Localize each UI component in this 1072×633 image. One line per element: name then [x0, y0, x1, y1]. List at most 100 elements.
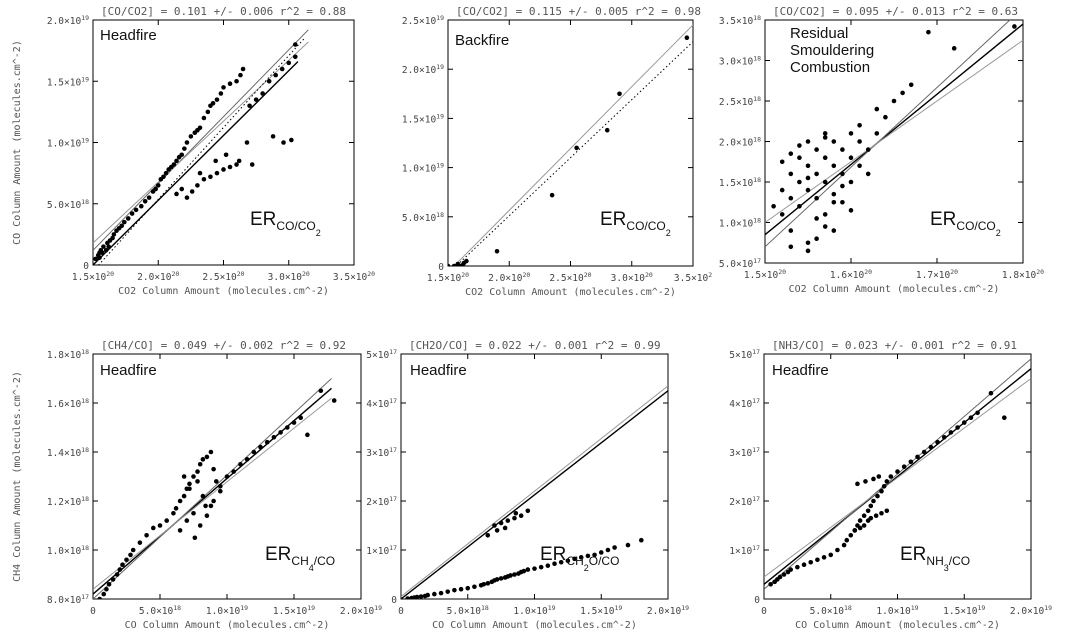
data-point [617, 91, 622, 97]
data-point [797, 143, 802, 148]
data-point [448, 263, 451, 266]
fit-line [93, 29, 309, 251]
data-point [418, 594, 424, 599]
data-point [900, 90, 905, 96]
x-tick-label: 1.5×1019 [273, 604, 315, 617]
fit-line [453, 24, 693, 266]
data-point [828, 552, 834, 558]
data-point [213, 479, 219, 484]
data-point [883, 114, 888, 120]
y-tick-label: 5.0×1018 [47, 198, 89, 211]
x-axis-label: CO Column Amount (molecules.cm^-2) [795, 620, 1000, 631]
data-point [151, 525, 156, 531]
data-point [251, 449, 257, 455]
data-point [289, 137, 294, 143]
data-point [218, 488, 223, 494]
data-point [187, 486, 192, 492]
data-point [797, 155, 802, 160]
y-tick-label: 2.5×1018 [719, 95, 761, 108]
plot-data-area [93, 378, 337, 599]
panel-headfire-co-co2: [CO/CO2] = 0.101 +/- 0.006 r^2 = 0.88 1.5… [12, 5, 375, 297]
data-point [988, 390, 994, 396]
data-point [111, 232, 117, 237]
data-point [271, 435, 277, 440]
data-point [873, 513, 879, 518]
x-tick-label: 5.0×1018 [810, 604, 852, 617]
data-point [214, 97, 220, 102]
data-point [578, 555, 584, 560]
panel-headfire-nh3-co: [NH3/CO] = 0.023 +/- 0.001 r^2 = 0.91 0 5.… [729, 339, 1052, 631]
data-point [214, 170, 220, 176]
data-point [117, 567, 123, 572]
data-point [278, 430, 283, 435]
data-point [545, 563, 551, 568]
data-point [505, 518, 511, 523]
data-point [831, 199, 837, 205]
data-point [191, 510, 196, 516]
data-point [205, 109, 211, 115]
data-point [130, 547, 136, 553]
data-point [797, 179, 802, 185]
data-point [331, 398, 337, 403]
y-tick-label: 5.0×1018 [402, 211, 444, 224]
data-point [195, 183, 200, 188]
y-tick-label: 0 [83, 261, 89, 272]
x-tick-label: 0 [761, 606, 767, 617]
emission-ratio-label: ERCO/CO2 [600, 209, 671, 238]
data-point [814, 236, 819, 241]
data-point [208, 449, 214, 455]
data-point [814, 216, 819, 221]
plot-data-area [448, 24, 693, 266]
data-point [814, 171, 819, 177]
y-tick-label: 5×1017 [366, 348, 397, 361]
data-point [210, 101, 216, 106]
data-point [908, 459, 914, 465]
y-tick-label: 4×1017 [366, 397, 397, 410]
y-axis-label: CH4 Column Amount (molecules.cm^-2) [12, 371, 23, 582]
data-point [822, 155, 828, 160]
regime-label: Headfire [100, 362, 157, 379]
data-point [201, 115, 207, 121]
data-point [204, 454, 210, 460]
data-point [822, 224, 828, 229]
data-point [592, 552, 597, 558]
data-point [928, 444, 934, 450]
data-point [821, 555, 827, 560]
plot-frame [400, 353, 669, 600]
data-point [598, 550, 604, 555]
x-tick-label: 1.5×1020 [72, 270, 114, 283]
x-tick-label: 0 [90, 606, 96, 617]
data-point [951, 46, 957, 51]
data-point [604, 127, 610, 133]
x-axis-label: CO2 Column Amount (molecules.cm^-2) [789, 284, 1000, 295]
data-point [840, 147, 845, 152]
fit-line [764, 368, 1031, 585]
data-point [138, 203, 144, 209]
data-point [184, 195, 190, 200]
data-point [955, 425, 960, 430]
data-point [805, 175, 811, 181]
x-tick-label: 2.0×1020 [137, 270, 179, 283]
data-point [494, 248, 500, 254]
fit-line-dotted [455, 41, 693, 266]
data-point [273, 72, 279, 78]
data-point [857, 123, 862, 128]
ratio-stats-text: [CO/CO2] = 0.095 +/- 0.013 r^2 = 0.63 [773, 5, 1018, 18]
y-tick-label: 2.0×1018 [719, 136, 761, 149]
data-point [498, 576, 504, 581]
data-point [291, 420, 297, 425]
y-tick-label: 1.2×1018 [47, 495, 89, 508]
data-point [234, 162, 239, 167]
data-point [508, 573, 513, 578]
emission-ratio-label: ERCO/CO2 [930, 209, 1001, 238]
data-point [458, 586, 464, 592]
data-point [1012, 24, 1017, 29]
x-tick-label: 1.5×1020 [427, 271, 469, 284]
data-point [97, 596, 102, 599]
y-tick-label: 1.5×1019 [402, 112, 444, 125]
data-point [814, 147, 819, 152]
x-axis-label: CO Column Amount (molecules.cm^-2) [432, 620, 637, 631]
data-point [452, 587, 457, 593]
data-point [874, 106, 880, 112]
data-point [292, 54, 298, 60]
